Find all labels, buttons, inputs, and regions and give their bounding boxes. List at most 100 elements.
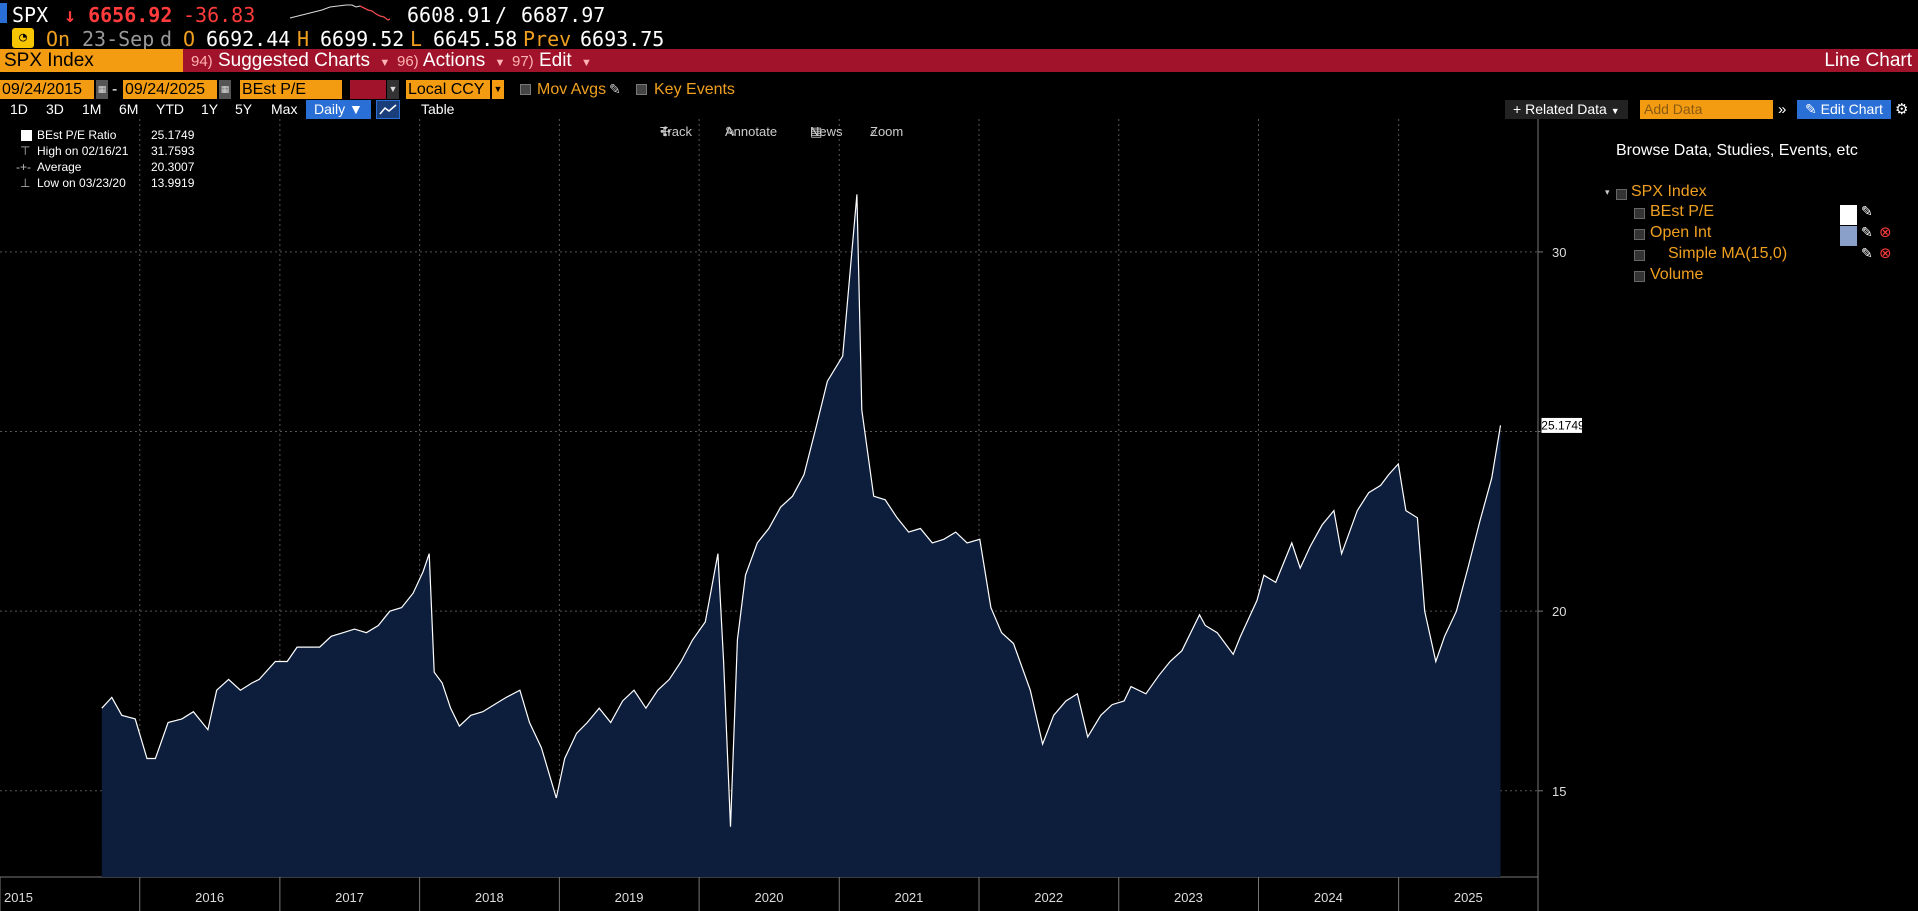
legend-series-value: 25.1749 (151, 128, 195, 142)
pencil-icon[interactable]: ✎ (1861, 245, 1873, 261)
data-point (216, 689, 218, 691)
period-max[interactable]: Max (271, 101, 298, 117)
calendar-icon[interactable]: ▦ (96, 80, 108, 99)
data-point (780, 506, 782, 508)
table-button[interactable]: Table (421, 101, 455, 117)
ticker[interactable]: SPX (12, 3, 49, 27)
data-point (1380, 484, 1382, 486)
data-point (730, 826, 732, 828)
item-checkbox[interactable] (1634, 208, 1645, 219)
data-point (470, 714, 472, 716)
data-point (657, 689, 659, 691)
frequency-selector[interactable]: Daily ▼ (306, 100, 371, 119)
caret-down-icon: ▼ (494, 57, 506, 69)
data-point (365, 632, 367, 634)
data-point (1356, 510, 1358, 512)
item-volume[interactable]: Volume (1650, 266, 1704, 283)
item-checkbox[interactable] (1634, 271, 1645, 282)
pencil-icon[interactable]: ✎ (609, 81, 621, 97)
collapse-icon[interactable]: ▾ (1605, 187, 1610, 197)
currency-selector[interactable]: Local CCY (406, 80, 490, 99)
data-point (1158, 675, 1160, 677)
caret-down-icon: ▼ (1610, 106, 1620, 116)
net-change: -36.83 (183, 3, 256, 27)
edit-chart-button[interactable]: ✎ Edit Chart (1797, 100, 1891, 119)
line-chart-icon[interactable] (376, 100, 400, 119)
double-chevron-icon[interactable]: » (1778, 101, 1787, 118)
field-selector[interactable]: BEst P/E (240, 80, 342, 99)
actions-menu[interactable]: 96) Actions ▼ (397, 49, 505, 72)
data-point (842, 355, 844, 357)
key-events-label[interactable]: Key Events (654, 81, 735, 98)
data-point (458, 725, 460, 727)
start-date-field[interactable]: 09/24/2015 (0, 80, 94, 99)
related-data-button[interactable]: + Related Data ▼ (1505, 100, 1628, 119)
data-point (422, 571, 424, 573)
item-simple-ma[interactable]: Simple MA(15,0) (1668, 245, 1788, 262)
last-value-box (1540, 416, 1582, 434)
period-5y[interactable]: 5Y (235, 101, 253, 117)
edit-menu[interactable]: 97) Edit ▼ (512, 49, 592, 72)
suggested-charts-menu[interactable]: 94) Suggested Charts ▼ (191, 49, 390, 72)
period-3d[interactable]: 3D (46, 101, 64, 117)
high-marker-icon: ⊤ (20, 144, 31, 158)
security-checkbox[interactable] (1616, 189, 1627, 200)
crosshair-icon: ✣ (660, 124, 671, 139)
period-1d[interactable]: 1D (10, 101, 28, 117)
open-value: 6692.44 (206, 27, 291, 51)
news-label: News (810, 124, 843, 139)
key-events-checkbox[interactable] (636, 84, 647, 95)
end-date-field[interactable]: 09/24/2025 (123, 80, 217, 99)
line-color-swatch[interactable] (350, 80, 386, 99)
item-checkbox[interactable] (1634, 229, 1645, 240)
remove-icon[interactable]: ⊗ (1879, 245, 1892, 262)
zoom-label: Zoom (870, 124, 904, 139)
pencil-icon[interactable]: ✎ (1861, 224, 1873, 240)
open-label: O (183, 27, 196, 51)
item-checkbox[interactable] (1634, 250, 1645, 261)
gear-icon[interactable]: ⚙ (1895, 101, 1909, 118)
item-open-int[interactable]: Open Int (1650, 224, 1712, 241)
calendar-icon[interactable]: ▦ (219, 80, 231, 99)
add-data-input[interactable]: Add Data (1640, 100, 1773, 119)
data-point (441, 682, 443, 684)
data-point (207, 729, 209, 731)
clock-icon[interactable]: ◔ (12, 28, 34, 48)
x-tick-label: 2018 (475, 890, 504, 905)
data-point (330, 635, 332, 637)
data-point (296, 646, 298, 648)
period-1m[interactable]: 1M (82, 101, 102, 117)
data-point (307, 646, 309, 648)
security-field[interactable]: SPX Index (0, 49, 183, 72)
x-tick-label: 2024 (1314, 890, 1343, 905)
best-pe-color-swatch[interactable] (1840, 205, 1857, 225)
x-tick-label: 2016 (195, 890, 224, 905)
x-tick-label: 2015 (4, 890, 33, 905)
low-marker-icon: ⊥ (20, 176, 31, 190)
period-ytd[interactable]: YTD (156, 101, 184, 117)
security-item[interactable]: SPX Index (1631, 183, 1707, 200)
data-point (1291, 542, 1293, 544)
data-point (540, 747, 542, 749)
period-6m[interactable]: 6M (119, 101, 139, 117)
data-point (896, 517, 898, 519)
caret-down-icon[interactable]: ▼ (387, 80, 399, 99)
data-point (239, 689, 241, 691)
period-row: 1D 3D 1M 6M YTD 1Y 5Y Max Daily ▼ Table … (0, 100, 1918, 119)
caret-down-icon[interactable]: ▼ (492, 80, 504, 99)
mov-avgs-checkbox[interactable] (520, 84, 531, 95)
data-point (1321, 524, 1323, 526)
open-int-color-swatch[interactable] (1840, 226, 1857, 246)
chart-area[interactable]: 2015 2016 2017 2018 2019 2020 2021 2022 2023 2024… (0, 119, 1582, 911)
chart-canvas[interactable]: 2015 2016 2017 2018 2019 2020 2021 2022 2023 2024… (0, 119, 1582, 911)
data-point (1275, 581, 1277, 583)
item-best-pe[interactable]: BEst P/E (1650, 203, 1715, 220)
pencil-icon[interactable]: ✎ (1861, 203, 1873, 219)
data-point (723, 661, 725, 663)
data-point (1424, 610, 1426, 612)
mov-avgs-label[interactable]: Mov Avgs (537, 81, 607, 98)
average-marker-icon: -+- (16, 160, 31, 174)
data-point (1042, 743, 1044, 745)
remove-icon[interactable]: ⊗ (1879, 224, 1892, 241)
period-1y[interactable]: 1Y (201, 101, 219, 117)
